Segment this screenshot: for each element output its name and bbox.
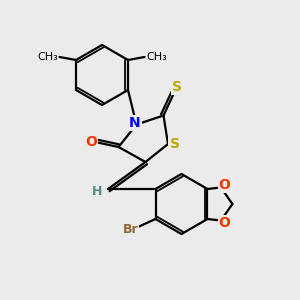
Text: O: O [85,136,97,149]
Text: S: S [172,80,182,94]
Text: CH₃: CH₃ [37,52,58,62]
Text: H: H [92,185,103,198]
Text: S: S [169,137,180,151]
Text: N: N [129,116,141,130]
Text: O: O [219,216,230,230]
Text: CH₃: CH₃ [146,52,167,62]
Text: O: O [219,178,230,192]
Text: Br: Br [123,223,138,236]
